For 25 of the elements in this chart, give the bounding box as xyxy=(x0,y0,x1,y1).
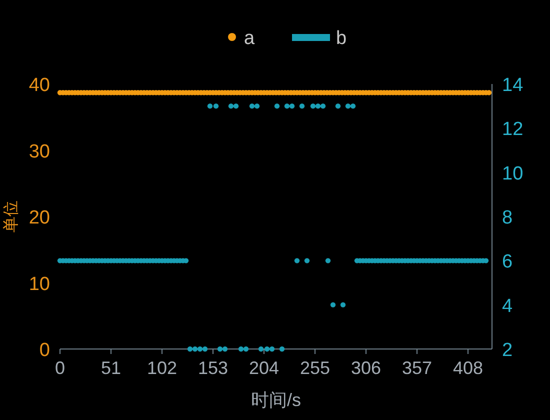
legend-label: b xyxy=(336,28,347,49)
y-tick-label: 40 xyxy=(28,75,50,96)
y2-tick-label: 6 xyxy=(502,252,513,273)
x-tick-label: 306 xyxy=(350,358,382,378)
y2-tick-label: 14 xyxy=(502,75,524,96)
y2-tick-label: 12 xyxy=(502,119,524,140)
y2-tick-label: 8 xyxy=(502,208,513,228)
y-tick-label: 30 xyxy=(28,141,50,162)
x-tick-label: 0 xyxy=(54,358,66,378)
x-tick-label: 102 xyxy=(146,358,178,378)
y-tick-label: 20 xyxy=(28,208,50,228)
x-tick-label: 357 xyxy=(402,358,432,378)
x-tick-label: 51 xyxy=(100,358,122,378)
x-tick-label: 153 xyxy=(198,358,228,378)
y2-tick-label: 2 xyxy=(502,340,513,361)
y-tick-label: 10 xyxy=(28,274,50,295)
y2-tick-label: 10 xyxy=(502,163,524,184)
x-tick-label: 204 xyxy=(248,358,280,378)
x-tick-label: 408 xyxy=(452,358,484,378)
x-axis-title: 时间/s xyxy=(250,390,302,410)
legend-label: a xyxy=(244,28,255,49)
y-tick-label: 0 xyxy=(39,340,50,361)
y-axis-title: 单位 xyxy=(2,200,20,232)
x-tick-label: 255 xyxy=(300,358,330,378)
y2-tick-label: 4 xyxy=(502,296,513,317)
